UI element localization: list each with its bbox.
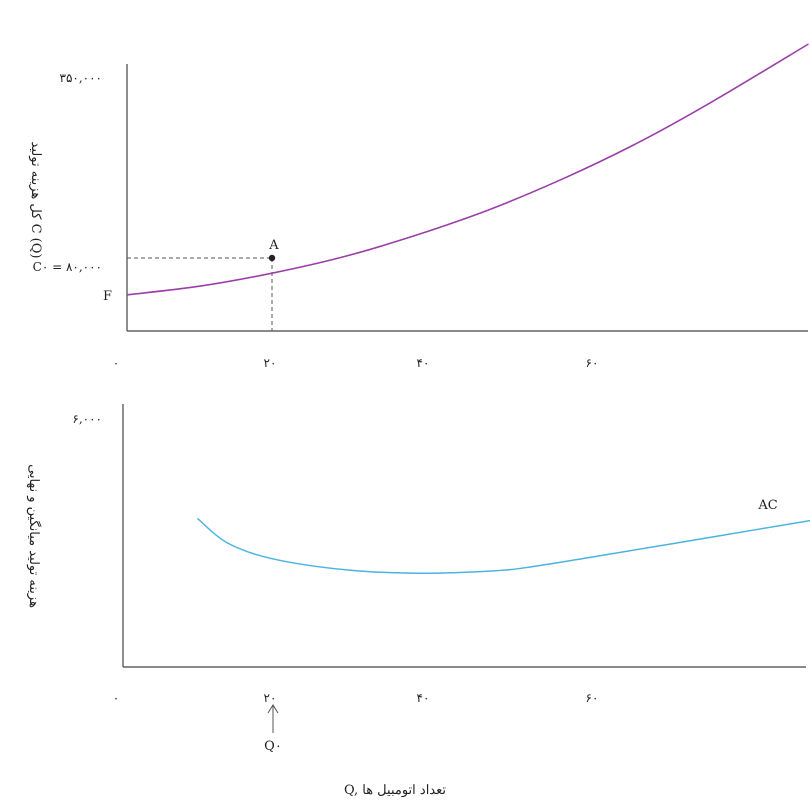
fixed-cost-label: F xyxy=(103,289,112,304)
top-x-tick-40: ۴۰ xyxy=(417,356,430,370)
top-y-tick-c0: C۰ = ۸۰,۰۰۰ xyxy=(33,260,102,274)
top-x-tick-20: ۲۰ xyxy=(264,356,277,370)
bottom-y-axis-label: هزینه تولید میانگین و نهایی xyxy=(26,464,42,608)
x-axis-title: Q, تعداد اتومبیل ها xyxy=(344,783,446,798)
average-cost-curve xyxy=(197,517,810,574)
ac-series-label: AC xyxy=(757,498,777,513)
average-cost-panel: ۶,۰۰۰ هزینه تولید میانگین و نهایی AC ۰ ۲… xyxy=(26,404,810,798)
q0-arrow-head xyxy=(267,704,279,714)
point-a-marker xyxy=(268,254,276,262)
bottom-x-tick-60: ۶۰ xyxy=(586,691,599,705)
total-cost-panel: ۳۵۰,۰۰۰ C۰ = ۸۰,۰۰۰ F کل هزینه تولید C (… xyxy=(28,43,809,370)
top-y-tick-350000: ۳۵۰,۰۰۰ xyxy=(60,71,103,85)
bottom-y-tick-6000: ۶,۰۰۰ xyxy=(72,412,102,426)
top-x-tick-60: ۶۰ xyxy=(586,356,599,370)
total-cost-curve xyxy=(126,43,809,296)
point-a-label: A xyxy=(268,238,279,253)
top-x-tick-0: ۰ xyxy=(113,356,119,370)
bottom-x-tick-40: ۴۰ xyxy=(417,691,430,705)
bottom-x-tick-20: ۲۰ xyxy=(264,691,277,705)
q0-label: Q۰ xyxy=(264,739,282,754)
bottom-x-tick-0: ۰ xyxy=(113,691,119,705)
top-y-axis-label: کل هزینه تولید C (Q) xyxy=(28,142,43,259)
